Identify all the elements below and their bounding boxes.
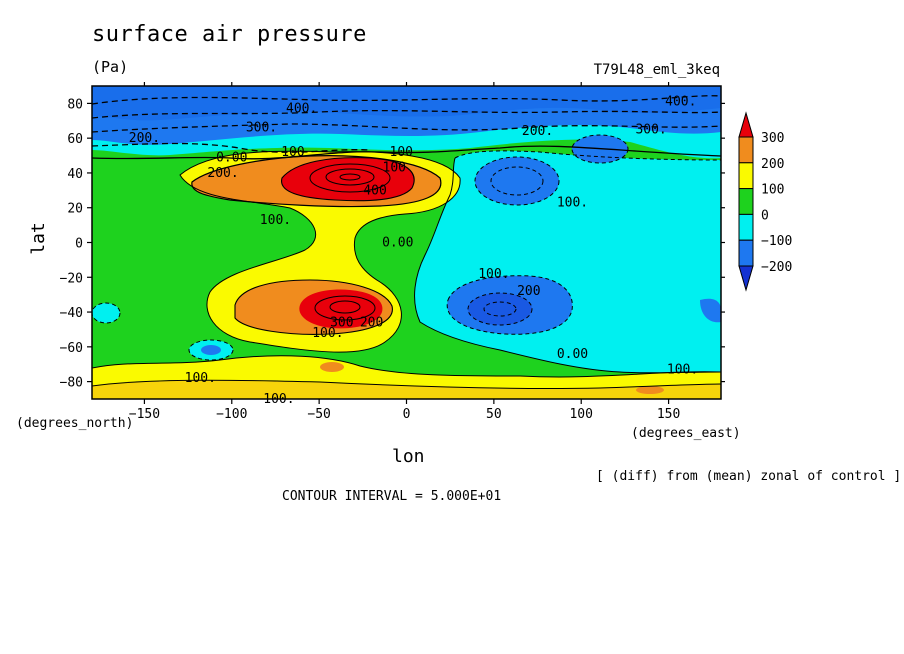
contour-label: 200 — [360, 315, 383, 330]
colorbar: 300 200 100 0 −100 −200 — [738, 111, 792, 292]
contour-label: 200. — [207, 166, 238, 181]
footnote: [ (diff) from (mean) zonal of control ] — [596, 469, 902, 484]
colorbar-label: 100 — [761, 183, 784, 198]
colorbar-segment — [738, 162, 754, 190]
contour-label: 100. — [260, 213, 291, 228]
contour-label: 100. — [667, 362, 698, 377]
contour-label: 0.00 — [216, 150, 247, 165]
y-axis-ticks: −80 −60 −40 −20 0 20 40 60 80 — [60, 97, 725, 391]
y-axis-unit: (degrees_north) — [16, 416, 134, 431]
x-tick-label: 50 — [486, 407, 502, 422]
colorbar-segment — [738, 188, 754, 215]
colorbar-segment — [738, 213, 754, 241]
contour-label: 100. — [263, 392, 294, 407]
contour-label: 100. — [557, 196, 588, 211]
contour-label: 300. — [635, 122, 666, 137]
y-tick-label: 40 — [67, 167, 83, 182]
contour-label: 100. — [478, 267, 509, 282]
x-tick-label: −100 — [216, 407, 247, 422]
contour-label: 100 — [390, 145, 413, 160]
x-axis-ticks: −150 −100 −50 0 50 100 150 — [129, 82, 680, 422]
y-tick-label: −60 — [60, 341, 83, 356]
colorbar-bottom-arrow — [738, 265, 754, 292]
colorbar-segment — [738, 239, 754, 267]
contour-label: 300 — [330, 315, 353, 330]
contour-label: 100. — [185, 371, 216, 386]
contour-label: 400. — [286, 102, 317, 117]
colorbar-label: −200 — [761, 260, 792, 275]
colorbar-top-arrow — [738, 111, 754, 138]
contour-label: 100 — [281, 145, 304, 160]
contour-interval: CONTOUR INTERVAL = 5.000E+01 — [282, 489, 502, 504]
contour-label: 0.00 — [557, 347, 588, 362]
colorbar-label: 200 — [761, 157, 784, 172]
contour-label: 100. — [312, 326, 343, 341]
x-axis-unit: (degrees_east) — [631, 426, 741, 441]
colorbar-label: 0 — [761, 208, 769, 223]
y-tick-label: −40 — [60, 306, 83, 321]
x-tick-label: −50 — [307, 407, 330, 422]
y-tick-label: −20 — [60, 271, 83, 286]
y-tick-label: 0 — [75, 237, 83, 252]
contour-label: 200. — [522, 124, 553, 139]
colorbar-segment — [738, 136, 754, 164]
colorbar-label: 300 — [761, 131, 784, 146]
colorbar-label: −100 — [761, 234, 792, 249]
contour-label: 200. — [129, 131, 160, 146]
chart-title: surface air pressure — [92, 22, 367, 47]
contour-label: 400. — [665, 95, 696, 110]
x-axis-label: lon — [392, 446, 425, 467]
field-shading — [92, 86, 721, 399]
contour-labels: 400.300.200.1000.00200.100100400100.0.00… — [129, 95, 698, 407]
contour-label: 200 — [517, 284, 540, 299]
y-tick-label: 60 — [67, 132, 83, 147]
contour-lines — [92, 95, 721, 390]
x-tick-label: 150 — [657, 407, 680, 422]
y-tick-label: 20 — [67, 202, 83, 217]
contour-label: 0.00 — [382, 236, 413, 251]
x-tick-label: 100 — [569, 407, 592, 422]
y-tick-label: −80 — [60, 376, 83, 391]
run-label: T79L48_eml_3keq — [593, 62, 720, 78]
x-tick-label: −150 — [129, 407, 160, 422]
x-tick-label: 0 — [403, 407, 411, 422]
contour-label: 400 — [363, 183, 386, 198]
contour-label: 300. — [246, 121, 277, 136]
units-label: (Pa) — [92, 58, 129, 76]
contour-label: 100 — [383, 161, 406, 176]
y-tick-label: 80 — [67, 97, 83, 112]
